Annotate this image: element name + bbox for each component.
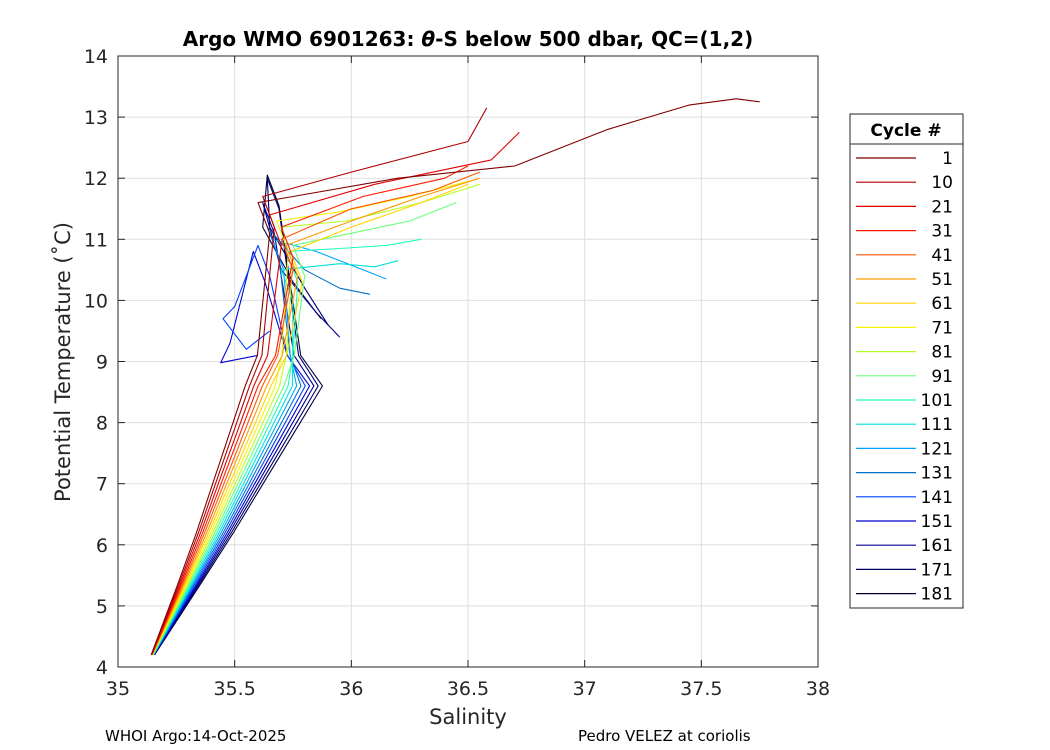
y-tick-label: 4 bbox=[96, 657, 108, 679]
legend-title: Cycle # bbox=[870, 121, 941, 141]
legend-label-131: 131 bbox=[921, 464, 953, 484]
x-axis-label: Salinity bbox=[429, 705, 507, 729]
legend-box bbox=[849, 113, 964, 609]
legend-label-141: 141 bbox=[921, 488, 953, 508]
x-tick-label: 35.5 bbox=[214, 678, 256, 700]
y-tick-label: 10 bbox=[84, 290, 108, 312]
series-line-cycle-181 bbox=[154, 174, 324, 656]
legend-label-21: 21 bbox=[931, 197, 953, 217]
legend-label-61: 61 bbox=[931, 294, 953, 314]
x-tick-label: 38 bbox=[806, 678, 830, 700]
x-tick-label: 37 bbox=[573, 678, 597, 700]
series-line-cycle-131 bbox=[153, 226, 371, 656]
legend-label-101: 101 bbox=[921, 391, 953, 411]
footer-credit: Pedro VELEZ at coriolis bbox=[578, 727, 751, 745]
y-tick-label: 14 bbox=[84, 46, 108, 68]
legend-label-171: 171 bbox=[921, 560, 953, 580]
legend-label-41: 41 bbox=[931, 246, 953, 266]
series-line-cycle-91 bbox=[152, 202, 457, 656]
series-line-cycle-111 bbox=[152, 260, 399, 656]
legend-label-91: 91 bbox=[931, 367, 953, 387]
y-tick-label: 13 bbox=[84, 107, 108, 129]
y-tick-label: 7 bbox=[96, 474, 108, 496]
y-tick-label: 11 bbox=[84, 229, 108, 251]
series-line-cycle-41 bbox=[151, 171, 480, 656]
series-line-cycle-101 bbox=[152, 238, 422, 656]
series-line-cycle-61 bbox=[151, 183, 469, 656]
y-tick-label: 5 bbox=[96, 596, 108, 618]
series-line-cycle-10 bbox=[150, 107, 488, 656]
legend-label-181: 181 bbox=[921, 585, 953, 605]
y-tick-label: 6 bbox=[96, 535, 108, 557]
legend-label-31: 31 bbox=[931, 222, 953, 242]
legend: Cycle # 11021314151617181911011111211311… bbox=[849, 113, 964, 609]
x-tick-label: 36.5 bbox=[447, 678, 489, 700]
legend-label-1: 1 bbox=[942, 149, 953, 169]
y-axis-ticks: 4 5 6 7 8 9 10 11 12 13 14 bbox=[84, 46, 818, 679]
legend-label-151: 151 bbox=[921, 512, 953, 532]
y-tick-label: 8 bbox=[96, 413, 108, 435]
series-line-cycle-81 bbox=[152, 183, 480, 656]
legend-label-121: 121 bbox=[921, 439, 953, 459]
series-line-cycle-121 bbox=[153, 238, 387, 656]
x-axis-ticks: 35 35.5 36 36.5 37 37.5 38 bbox=[106, 56, 830, 700]
series-line-cycle-51 bbox=[151, 177, 480, 656]
x-tick-label: 36 bbox=[339, 678, 363, 700]
legend-label-10: 10 bbox=[931, 173, 953, 193]
x-tick-label: 35 bbox=[106, 678, 130, 700]
legend-label-111: 111 bbox=[921, 415, 953, 435]
legend-label-81: 81 bbox=[931, 343, 953, 363]
series-line-cycle-151 bbox=[153, 250, 311, 656]
x-tick-label: 37.5 bbox=[680, 678, 722, 700]
y-axis-label: Potential Temperature (˚C) bbox=[51, 222, 75, 502]
series-layer bbox=[150, 98, 760, 656]
legend-label-71: 71 bbox=[931, 318, 953, 338]
series-line-cycle-141 bbox=[153, 244, 306, 656]
y-tick-label: 12 bbox=[84, 168, 108, 190]
legend-entries: 1 10 21 31 41 51 61 71 81 91 101 111 121 131 141 151 161… bbox=[856, 149, 953, 605]
series-line-cycle-31 bbox=[151, 165, 469, 656]
legend-label-51: 51 bbox=[931, 270, 953, 290]
footer-date: WHOI Argo:14-Oct-2025 bbox=[105, 727, 286, 745]
series-line-cycle-1 bbox=[150, 98, 760, 655]
chart-title: Argo WMO 6901263: θ-S below 500 dbar, QC… bbox=[183, 27, 753, 51]
series-line-cycle-21 bbox=[151, 132, 520, 656]
legend-label-161: 161 bbox=[921, 536, 953, 556]
y-tick-label: 9 bbox=[96, 352, 108, 374]
